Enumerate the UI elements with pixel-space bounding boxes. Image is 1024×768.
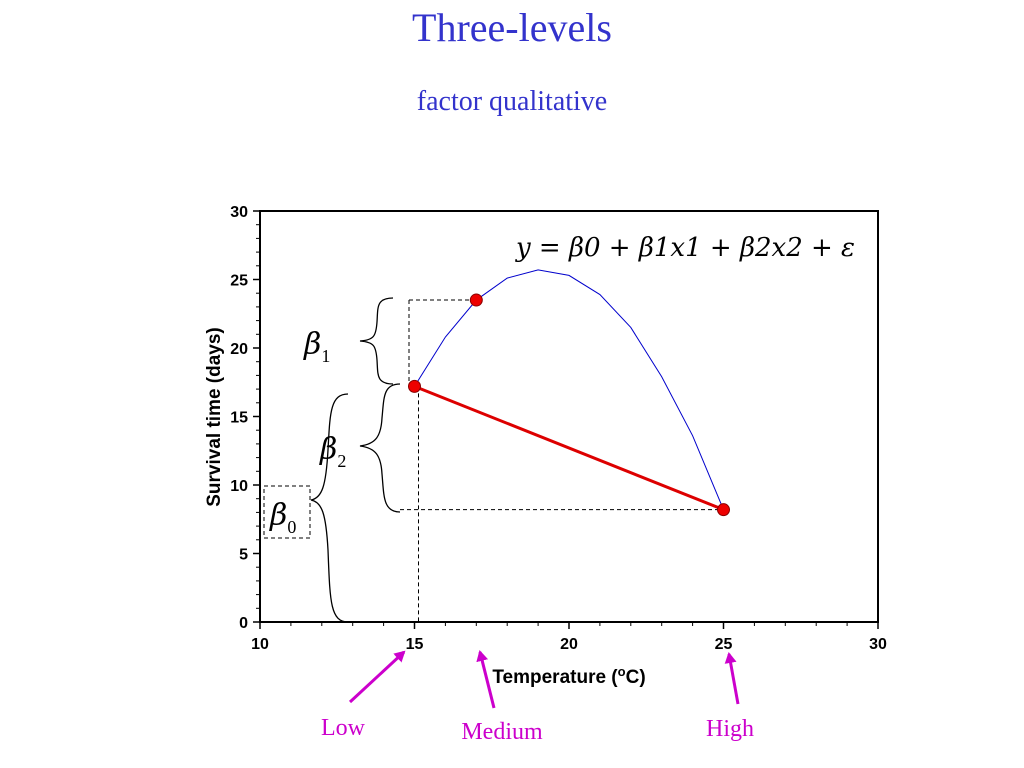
x-tick-label: 10 — [251, 636, 269, 653]
x-tick-label: 30 — [869, 636, 887, 653]
ticks-group: 10 15 20 25 30 0 5 10 15 20 25 30 — [230, 204, 887, 653]
linear-segment — [413, 384, 725, 512]
guides-group — [400, 299, 724, 622]
data-point — [717, 503, 730, 517]
beta0-label: β0 — [269, 498, 296, 537]
beta1-label: β1 — [303, 327, 330, 366]
data-point — [469, 293, 483, 307]
medium-arrow — [476, 650, 496, 709]
x-axis-title: Temperature (oC) — [492, 664, 645, 688]
beta0-box — [263, 485, 311, 539]
y-axis-title: Survival time (days) — [204, 327, 225, 507]
y-tick-label: 5 — [239, 547, 248, 564]
slide-subtitle: factor qualitative — [416, 86, 608, 117]
level-medium-label: Medium — [461, 719, 543, 745]
level-low-label: Low — [321, 715, 366, 741]
level-high-label: High — [706, 716, 754, 742]
y-tick-label: 20 — [230, 341, 248, 358]
y-tick-label: 0 — [239, 615, 248, 632]
slide-title: Three-levels — [412, 5, 612, 50]
y-tick-label: 30 — [230, 204, 248, 221]
quadratic-curve — [414, 269, 724, 510]
data-point — [408, 379, 421, 393]
x-tick-label: 15 — [406, 636, 424, 653]
x-tick-label: 20 — [560, 636, 578, 653]
plot-frame — [259, 210, 879, 623]
y-tick-label: 25 — [230, 273, 248, 290]
low-arrow — [348, 650, 406, 704]
high-arrow — [724, 652, 740, 705]
y-tick-label: 15 — [230, 410, 248, 427]
beta2-label: β2 — [319, 432, 346, 471]
x-tick-label: 25 — [715, 636, 733, 653]
y-tick-label: 10 — [230, 478, 248, 495]
beta0-brace — [310, 393, 349, 623]
beta2-brace — [359, 383, 401, 513]
series-group — [408, 269, 730, 517]
beta1-brace — [359, 297, 394, 385]
model-equation: y = β0 + β1x1 + β2x2 + ε — [515, 233, 855, 263]
